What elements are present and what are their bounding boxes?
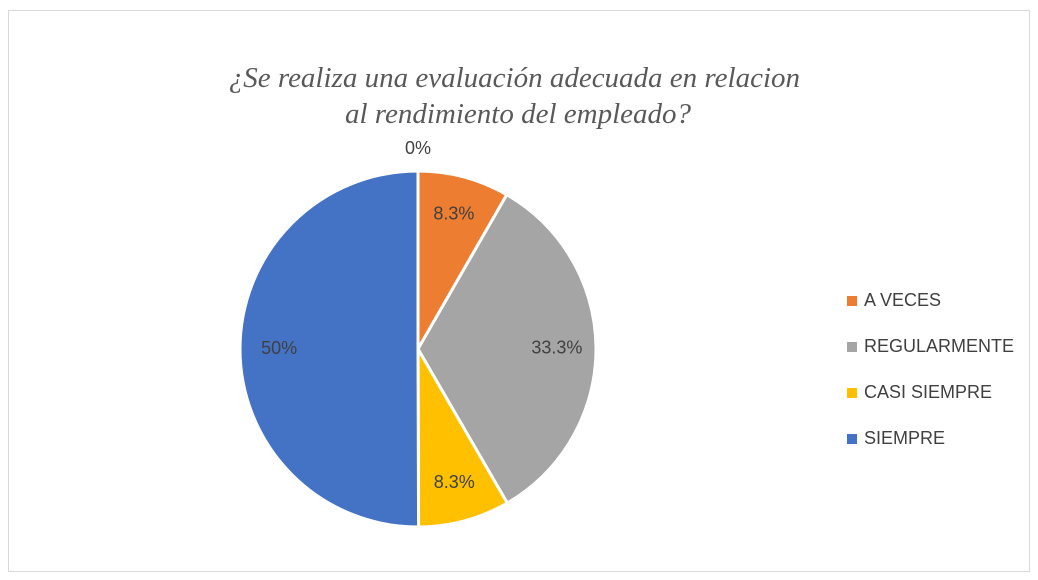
legend-swatch (847, 388, 857, 398)
legend-label: CASI SIEMPRE (864, 382, 992, 402)
legend-label: REGULARMENTE (864, 336, 1014, 356)
chart-title: ¿Se realiza una evaluación adecuada en r… (229, 62, 808, 130)
title-line: al rendimiento del empleado? (345, 98, 692, 130)
pie-slice (416, 193, 598, 505)
data-label: 8.3% (433, 204, 474, 224)
pie-slice (416, 169, 509, 351)
legend-swatch (847, 296, 857, 306)
data-label: 0% (405, 138, 431, 158)
data-label: 50% (261, 338, 297, 358)
pie-slice (416, 347, 509, 529)
data-label: 33.3% (531, 338, 582, 358)
legend-label: SIEMPRE (864, 428, 945, 448)
title-line: ¿Se realiza una evaluación adecuada en r… (229, 62, 800, 94)
legend-swatch (847, 434, 857, 444)
legend-swatch (847, 342, 857, 352)
legend-label: A VECES (864, 290, 941, 310)
pie-slice (238, 169, 421, 529)
data-label: 8.3% (434, 472, 475, 492)
